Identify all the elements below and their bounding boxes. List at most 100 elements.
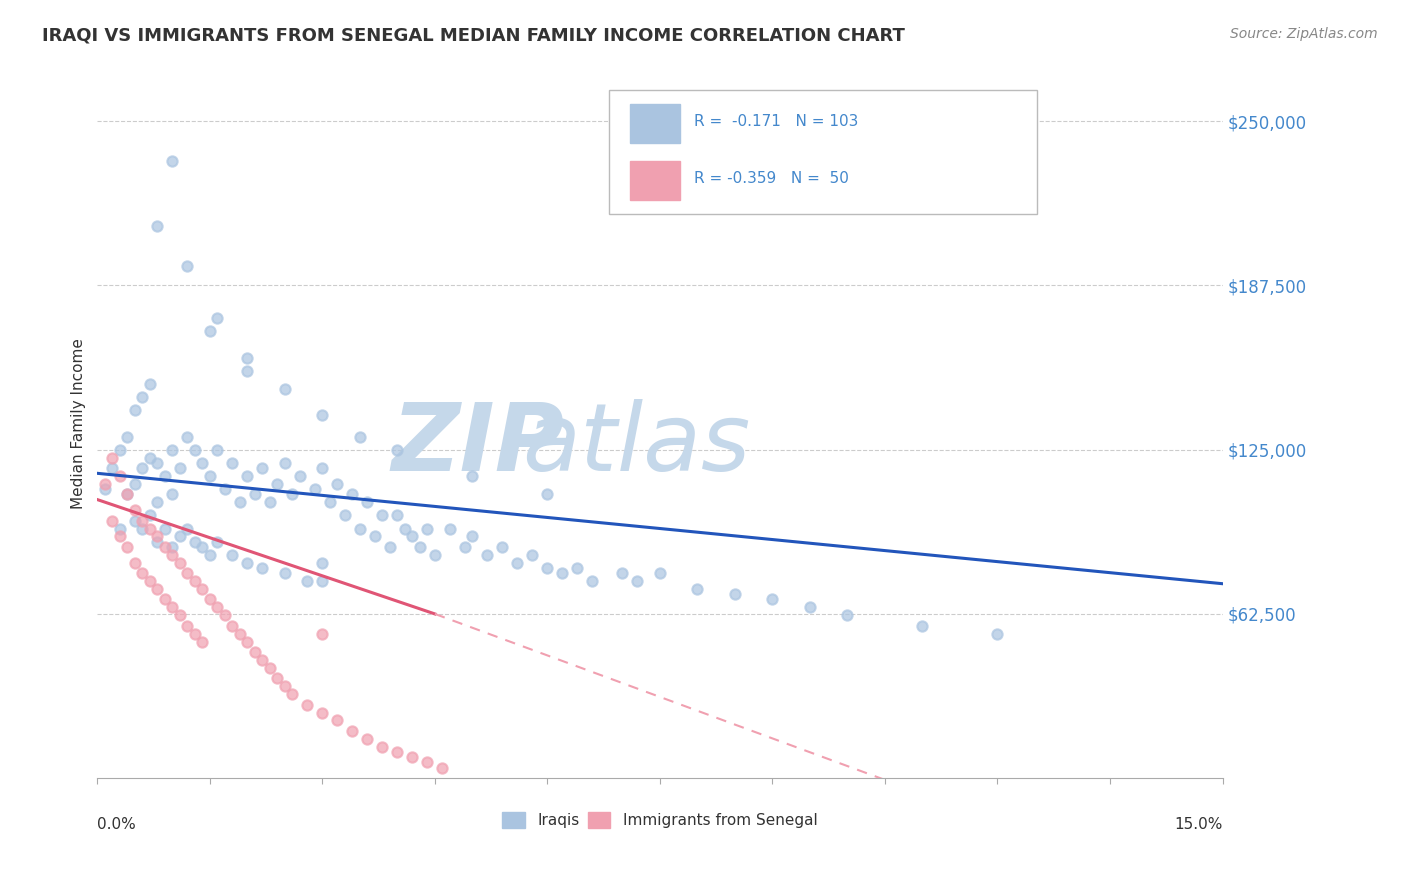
Point (169, 608, 191, 623)
FancyBboxPatch shape (630, 161, 681, 200)
Point (281, 687, 304, 701)
Point (243, 487, 266, 501)
Point (401, 750, 423, 764)
Point (124, 403, 146, 417)
Point (101, 514, 124, 528)
Y-axis label: Median Family Income: Median Family Income (72, 338, 86, 508)
Point (799, 600, 821, 615)
Point (117, 487, 139, 501)
Point (124, 503, 146, 517)
Point (176, 259, 198, 273)
Point (131, 566, 153, 581)
Point (401, 529, 423, 543)
Point (648, 566, 671, 581)
Point (191, 540, 214, 554)
Point (131, 514, 153, 528)
Point (274, 679, 297, 693)
Point (153, 469, 176, 483)
Point (371, 739, 394, 754)
Point (236, 634, 259, 648)
Point (184, 626, 207, 640)
Point (221, 456, 243, 470)
Point (454, 540, 477, 554)
Point (506, 556, 529, 570)
Point (837, 608, 859, 623)
Point (342, 487, 364, 501)
Point (198, 592, 221, 607)
Point (378, 540, 401, 554)
Point (184, 534, 207, 549)
Point (191, 634, 214, 648)
Point (124, 514, 146, 528)
Point (266, 476, 288, 491)
Point (911, 619, 934, 633)
Point (139, 376, 162, 391)
Point (101, 450, 124, 465)
Point (297, 698, 319, 712)
Point (162, 442, 184, 457)
Point (153, 522, 176, 536)
Point (214, 482, 236, 496)
Point (252, 653, 274, 667)
Point (311, 409, 333, 423)
Point (236, 364, 259, 378)
Point (198, 469, 221, 483)
Point (371, 508, 394, 523)
Point (162, 153, 184, 168)
Point (387, 745, 409, 759)
Point (461, 529, 484, 543)
FancyBboxPatch shape (630, 104, 681, 143)
Point (139, 574, 162, 588)
Point (342, 723, 364, 738)
Point (131, 461, 153, 475)
Point (432, 761, 454, 775)
Text: IRAQI VS IMMIGRANTS FROM SENEGAL MEDIAN FAMILY INCOME CORRELATION CHART: IRAQI VS IMMIGRANTS FROM SENEGAL MEDIAN … (42, 27, 905, 45)
Point (207, 600, 229, 615)
Text: 0.0%: 0.0% (97, 817, 136, 832)
Point (146, 219, 169, 234)
Point (274, 566, 297, 581)
Point (461, 469, 484, 483)
Point (176, 566, 198, 581)
Point (146, 529, 169, 543)
Point (252, 461, 274, 475)
Point (153, 592, 176, 607)
Point (356, 731, 378, 746)
Point (146, 534, 169, 549)
Point (153, 540, 176, 554)
Point (131, 390, 153, 404)
Point (274, 456, 297, 470)
Point (387, 442, 409, 457)
Point (409, 540, 432, 554)
Point (423, 548, 446, 562)
Point (536, 487, 558, 501)
Point (221, 619, 243, 633)
Point (724, 587, 747, 601)
Point (229, 626, 252, 640)
Point (581, 574, 603, 588)
Point (686, 582, 709, 596)
Point (207, 534, 229, 549)
Point (198, 324, 221, 338)
Point (146, 495, 169, 509)
Point (522, 548, 544, 562)
Point (176, 619, 198, 633)
Point (416, 522, 439, 536)
Point (986, 626, 1008, 640)
Point (326, 476, 349, 491)
Point (146, 456, 169, 470)
Point (191, 582, 214, 596)
Point (117, 540, 139, 554)
Point (333, 508, 356, 523)
Point (551, 566, 574, 581)
Point (176, 429, 198, 443)
Point (191, 456, 214, 470)
Point (274, 382, 297, 396)
Point (349, 429, 371, 443)
Point (319, 495, 342, 509)
Legend: Iraqis, Immigrants from Senegal: Iraqis, Immigrants from Senegal (496, 806, 824, 834)
Point (139, 450, 162, 465)
Point (349, 522, 371, 536)
Point (364, 529, 387, 543)
Point (108, 522, 131, 536)
